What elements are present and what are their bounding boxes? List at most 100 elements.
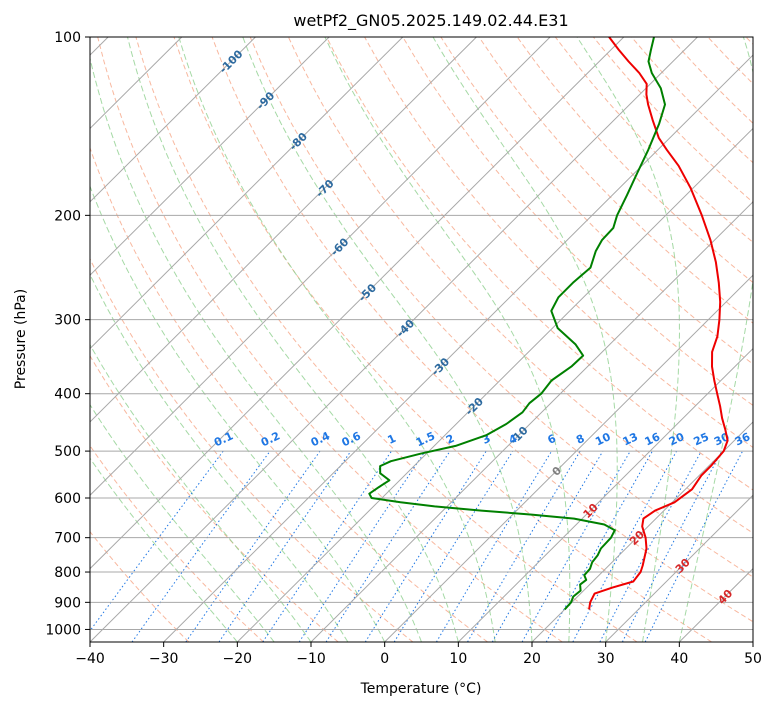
y-axis-label: Pressure (hPa) (13, 289, 29, 389)
moist-adiabat-line (432, 37, 618, 642)
moist-adiabat-line (90, 184, 386, 642)
moist-adiabat-line (127, 37, 459, 642)
dry-adiabat-line (90, 354, 339, 642)
isotherm-line (384, 274, 753, 642)
x-axis-ticks: −40 −30 −20 −10 0 10 20 30 40 50 (75, 642, 762, 667)
moist-adiabat-line (178, 37, 496, 642)
dry-adiabats (90, 37, 753, 642)
x-tick-label: −40 (75, 651, 105, 667)
skewed-isotherms (90, 37, 753, 642)
y-tick-label: 200 (54, 208, 81, 224)
dewpoint-line (368, 37, 666, 611)
dry-adiabat-line (90, 530, 190, 642)
moist-adiabat-line (90, 403, 275, 642)
mixing-ratio-label: 13 (621, 430, 640, 448)
mixing-ratio-label: 1 (386, 432, 398, 447)
mixing-ratio-label: 16 (643, 430, 663, 448)
chart-title: wetPf2_GN05.2025.149.02.44.E31 (293, 11, 568, 31)
x-tick-label: 30 (597, 651, 615, 667)
dry-adiabat-line (90, 257, 414, 642)
temperature-line (588, 37, 729, 610)
moist-adiabat-line (90, 273, 349, 642)
mixing-ratio-line (262, 450, 392, 642)
dry-adiabat-line (90, 146, 488, 642)
mixing-ratio-line (325, 450, 451, 642)
isotherm-line (90, 37, 256, 203)
y-tick-label: 700 (54, 531, 81, 547)
y-tick-label: 400 (54, 387, 81, 403)
moist-adiabats (90, 37, 753, 642)
isotherm-line (457, 347, 753, 642)
isotherm-line (90, 37, 404, 350)
mixing-ratio-line (435, 450, 553, 642)
dry-adiabat-line (135, 37, 638, 642)
moist-adiabat-line (90, 343, 312, 642)
mixing-ratio-line (599, 450, 702, 642)
x-tick-label: 20 (523, 651, 541, 667)
mixing-ratio-line (521, 450, 631, 642)
x-tick-label: −20 (223, 651, 253, 667)
isotherm-line (236, 127, 753, 642)
isotherm-label: -20 (463, 395, 486, 418)
mixing-ratio-label: 10 (593, 430, 613, 448)
isotherm-line (752, 641, 753, 642)
moist-adiabat-line (242, 37, 533, 642)
y-tick-label: 600 (54, 491, 81, 507)
y-tick-label: 800 (54, 565, 81, 581)
dry-adiabat-line (669, 37, 753, 124)
moist-adiabat-line (678, 37, 753, 642)
mixing-ratio-line (572, 450, 678, 642)
mixing-ratio-label: 0.2 (259, 429, 282, 449)
background-lines (90, 37, 753, 642)
isotherm-line (90, 37, 625, 570)
isotherm-label: -90 (254, 89, 277, 112)
dry-adiabat-line (478, 37, 753, 324)
mixing-ratio-line (545, 450, 653, 642)
mixing-ratio-line (364, 450, 487, 642)
x-tick-label: 50 (744, 651, 762, 667)
mixing-ratio-line (644, 450, 744, 642)
y-axis-ticks: 100 200 300 400 500 600 700 800 900 1000 (45, 30, 90, 638)
mixing-ratio-line (185, 450, 321, 642)
mixing-ratio-label: 0.1 (212, 429, 235, 449)
x-tick-label: −10 (296, 651, 326, 667)
y-tick-label: 1000 (45, 622, 81, 638)
mixing-ratio-line (131, 450, 271, 642)
isotherm-label: 30 (673, 556, 693, 576)
line-labels: -100-90-80-70-60-50-40-30-20-10010203040… (212, 47, 752, 607)
isotherm-line (605, 494, 753, 642)
isotherm-line (163, 54, 753, 642)
isotherm-line (531, 421, 753, 642)
mixing-ratio-label: 8 (574, 432, 586, 447)
moist-adiabat-line (90, 457, 238, 642)
isotherm-line (678, 567, 753, 642)
dry-adiabat-line (554, 37, 753, 243)
y-tick-label: 900 (54, 595, 81, 611)
mixing-ratio-line (218, 450, 352, 642)
dry-adiabat-line (745, 37, 753, 45)
y-tick-label: 500 (54, 444, 81, 460)
dry-adiabat-line (593, 37, 753, 204)
mixing-ratio-label: 20 (667, 430, 687, 448)
moist-adiabat-line (324, 37, 571, 642)
isotherm-line (90, 37, 477, 423)
isotherm-line (90, 37, 698, 642)
plot-frame (89, 36, 754, 643)
dry-adiabat-line (249, 37, 753, 578)
x-axis-label: Temperature (°C) (360, 681, 482, 697)
dry-adiabat-line (440, 37, 753, 365)
mixing-ratio-line (90, 450, 224, 632)
moist-adiabat-line (576, 37, 681, 642)
dry-adiabat-line (211, 37, 753, 623)
dry-adiabat-line (90, 444, 264, 642)
dry-adiabat-line (707, 37, 753, 85)
y-tick-label: 100 (54, 30, 81, 46)
mixing-ratio-line (393, 450, 514, 642)
mixing-ratio-label: 25 (692, 430, 711, 448)
dry-adiabat-line (402, 37, 753, 407)
dry-adiabat-line (326, 37, 753, 491)
mixing-ratio-label: 0.4 (309, 429, 332, 449)
dry-adiabat-line (287, 37, 753, 534)
dry-adiabat-line (173, 37, 712, 642)
